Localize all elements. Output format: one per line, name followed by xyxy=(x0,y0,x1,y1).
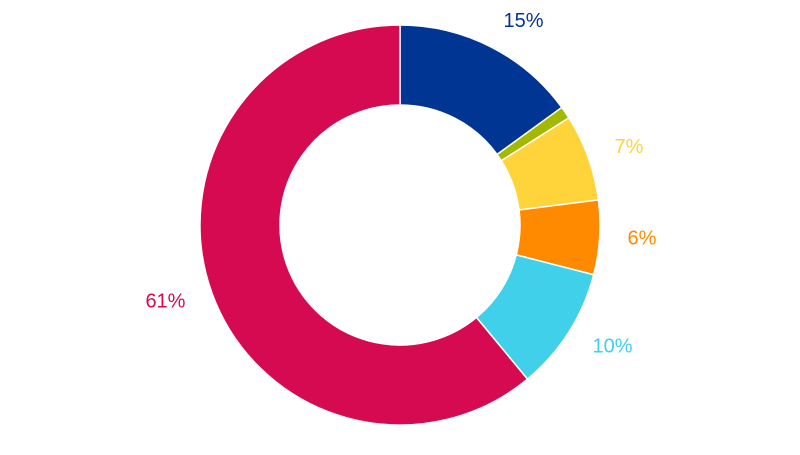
donut-slice xyxy=(199,24,529,426)
data-label: 7% xyxy=(615,136,644,158)
data-label: 15% xyxy=(504,10,544,32)
data-label: 61% xyxy=(145,291,185,313)
data-label: 10% xyxy=(593,335,633,357)
data-label: 6% xyxy=(628,228,657,250)
